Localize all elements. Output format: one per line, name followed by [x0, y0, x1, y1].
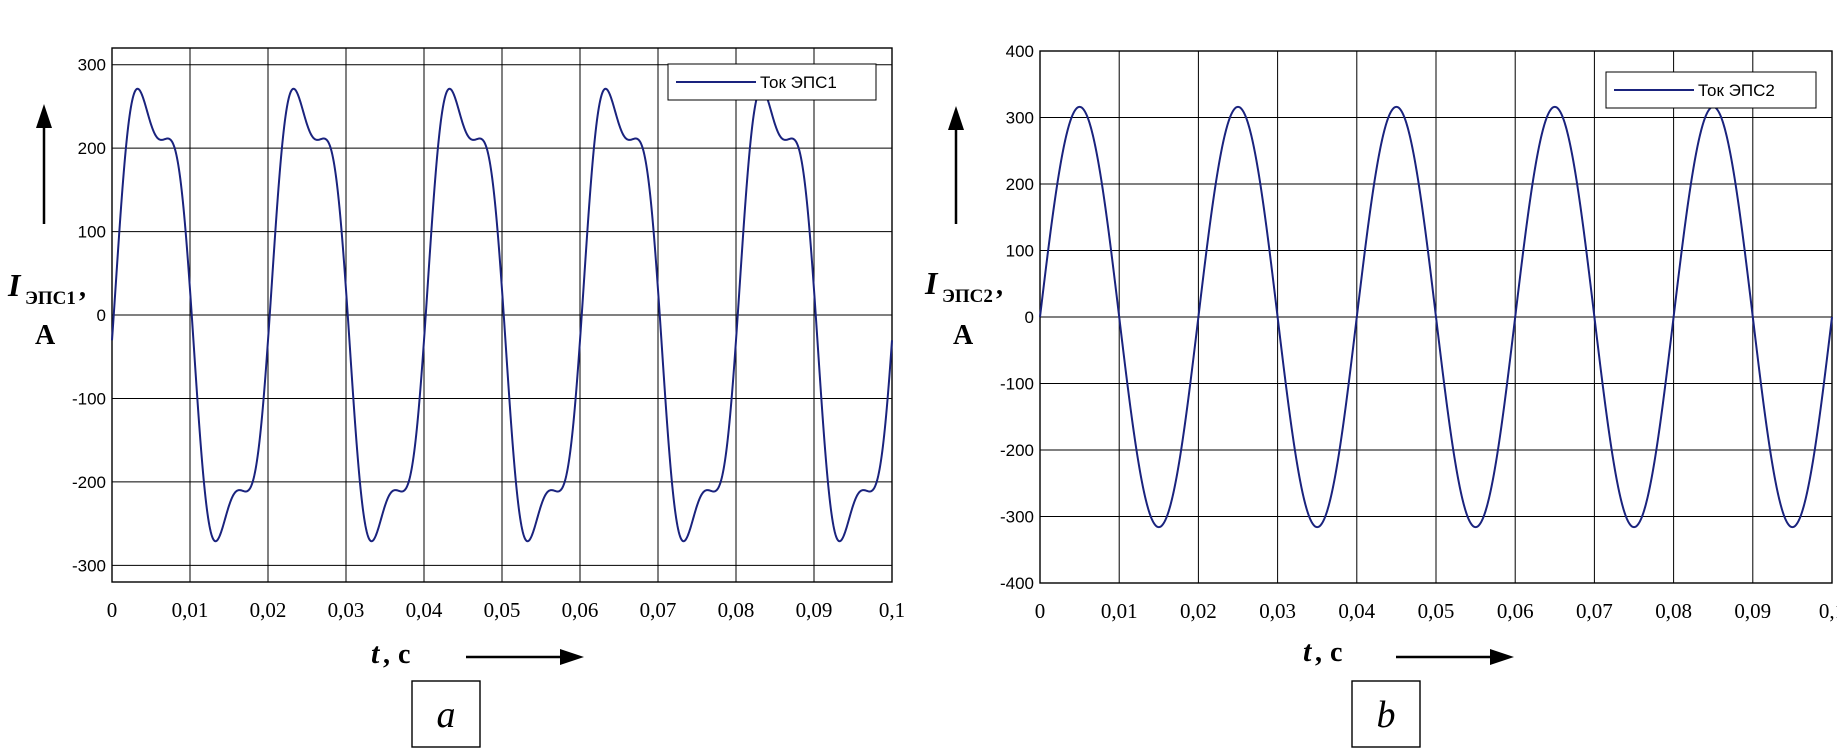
chart-b-x-tick-label: 0,06 [1497, 599, 1534, 623]
chart-b-x-tick-label: 0,05 [1418, 599, 1455, 623]
chart-a-xlabel: t , c [371, 637, 584, 670]
chart-b-y-tick-label: 200 [1006, 175, 1034, 194]
chart-b-x-tick-label: 0,02 [1180, 599, 1217, 623]
chart-b-y-tick-label: 400 [1006, 42, 1034, 61]
chart-a-x-tick-label: 0,06 [562, 598, 599, 622]
chart-b-panel-tag: b [1351, 680, 1421, 748]
chart-a-x-arrow-head [560, 649, 584, 665]
chart-a-y-tick-label: -200 [72, 473, 106, 492]
chart-b-y-ticks: -400 -300 -200 -100 0 100 200 300 400 [1000, 42, 1034, 593]
chart-a-panel-tag-label: a [437, 694, 456, 736]
chart-b-y-tick-label: 0 [1025, 308, 1034, 327]
chart-b-y-tick-label: 100 [1006, 242, 1034, 261]
chart-a-x-tick-label: 0,09 [796, 598, 833, 622]
chart-b-legend: Ток ЭПС2 [1605, 71, 1817, 109]
chart-a-x-tick-label: 0,05 [484, 598, 521, 622]
chart-a-legend-label: Ток ЭПС1 [760, 73, 837, 92]
chart-b-panel-tag-box [1351, 680, 1421, 748]
chart-b-x-tick-label: 0 [1035, 599, 1046, 623]
chart-a-panel-tag-box [411, 680, 481, 748]
chart-a-x-tick-label: 0 [107, 598, 118, 622]
chart-a-y-ticks: -300 -200 -100 0 100 200 300 [72, 56, 106, 576]
chart-a-y-arrow-head [36, 104, 52, 128]
chart-b-x-tick-label: 0,03 [1259, 599, 1296, 623]
chart-a-grid [111, 48, 893, 582]
chart-a-xlabel-unit: c [398, 639, 410, 670]
chart-b-x-arrow-head [1490, 649, 1514, 665]
chart-a-x-tick-label: 0,03 [328, 598, 365, 622]
chart-b-ylabel-subscript: ЭПС2 [942, 286, 993, 307]
chart-a-xlabel-comma: , [383, 639, 390, 670]
chart-b-xlabel-unit: c [1330, 637, 1342, 668]
chart-b-x-ticks: 0 0,01 0,02 0,03 0,04 0,05 0,06 0,07 0,08 0,09 0,1 [1035, 599, 1837, 623]
chart-b-y-tick-label: 300 [1006, 109, 1034, 128]
chart-a-y-tick-label: 200 [78, 139, 106, 158]
chart-a: -300 -200 -100 0 100 200 300 0 0,01 0,02 0,03 0,04… [7, 47, 905, 748]
chart-b-ylabel-symbol: I [924, 265, 939, 301]
chart-b-x-tick-label: 0,09 [1734, 599, 1771, 623]
chart-b-x-tick-label: 0,1 [1819, 599, 1837, 623]
chart-a-x-tick-label: 0,07 [640, 598, 677, 622]
chart-a-x-ticks: 0 0,01 0,02 0,03 0,04 0,05 0,06 0,07 0,08 0,09 0,1 [107, 598, 905, 622]
chart-b-panel-tag-label: b [1377, 694, 1396, 736]
chart-a-y-tick-label: -100 [72, 389, 106, 408]
chart-b-xlabel-comma: , [1315, 637, 1322, 668]
chart-a-y-tick-label: 100 [78, 223, 106, 242]
chart-b-y-tick-label: -300 [1000, 508, 1034, 527]
chart-b-ylabel: I ЭПС2 , A [924, 106, 1003, 351]
chart-b-xlabel-symbol: t [1303, 635, 1313, 668]
chart-b-ylabel-comma: , [996, 270, 1003, 301]
chart-a-legend: Ток ЭПС1 [667, 63, 877, 101]
chart-a-ylabel-symbol: I [7, 267, 22, 303]
chart-b-x-tick-label: 0,04 [1338, 599, 1375, 623]
chart-a-y-tick-label: -300 [72, 556, 106, 575]
chart-a-x-tick-label: 0,01 [172, 598, 209, 622]
chart-b-y-tick-label: -400 [1000, 574, 1034, 593]
chart-b-y-tick-label: -100 [1000, 375, 1034, 394]
chart-a-ylabel-subscript: ЭПС1 [25, 288, 76, 309]
chart-a-x-tick-label: 0,08 [718, 598, 755, 622]
chart-a-ylabel: I ЭПС1 , A [7, 104, 86, 351]
chart-a-ylabel-unit: A [35, 320, 56, 351]
chart-a-x-tick-label: 0,04 [406, 598, 443, 622]
chart-a-panel-tag: a [411, 680, 481, 748]
chart-b-legend-label: Ток ЭПС2 [1698, 81, 1775, 100]
chart-a-y-tick-label: 0 [97, 306, 106, 325]
chart-a-xlabel-symbol: t [371, 637, 381, 670]
chart-b-ylabel-unit: A [953, 320, 974, 351]
chart-b-y-arrow-head [948, 106, 964, 130]
chart-a-x-tick-label: 0,02 [250, 598, 287, 622]
chart-a-x-tick-label: 0,1 [879, 598, 905, 622]
chart-b-y-tick-label: -200 [1000, 441, 1034, 460]
chart-a-y-tick-label: 300 [78, 56, 106, 75]
chart-b-x-tick-label: 0,01 [1101, 599, 1138, 623]
chart-a-ylabel-comma: , [79, 272, 86, 303]
chart-b-x-tick-label: 0,07 [1576, 599, 1613, 623]
chart-b-xlabel: t , c [1303, 635, 1514, 668]
chart-b-x-tick-label: 0,08 [1655, 599, 1692, 623]
chart-b-series-line [1039, 105, 1833, 529]
